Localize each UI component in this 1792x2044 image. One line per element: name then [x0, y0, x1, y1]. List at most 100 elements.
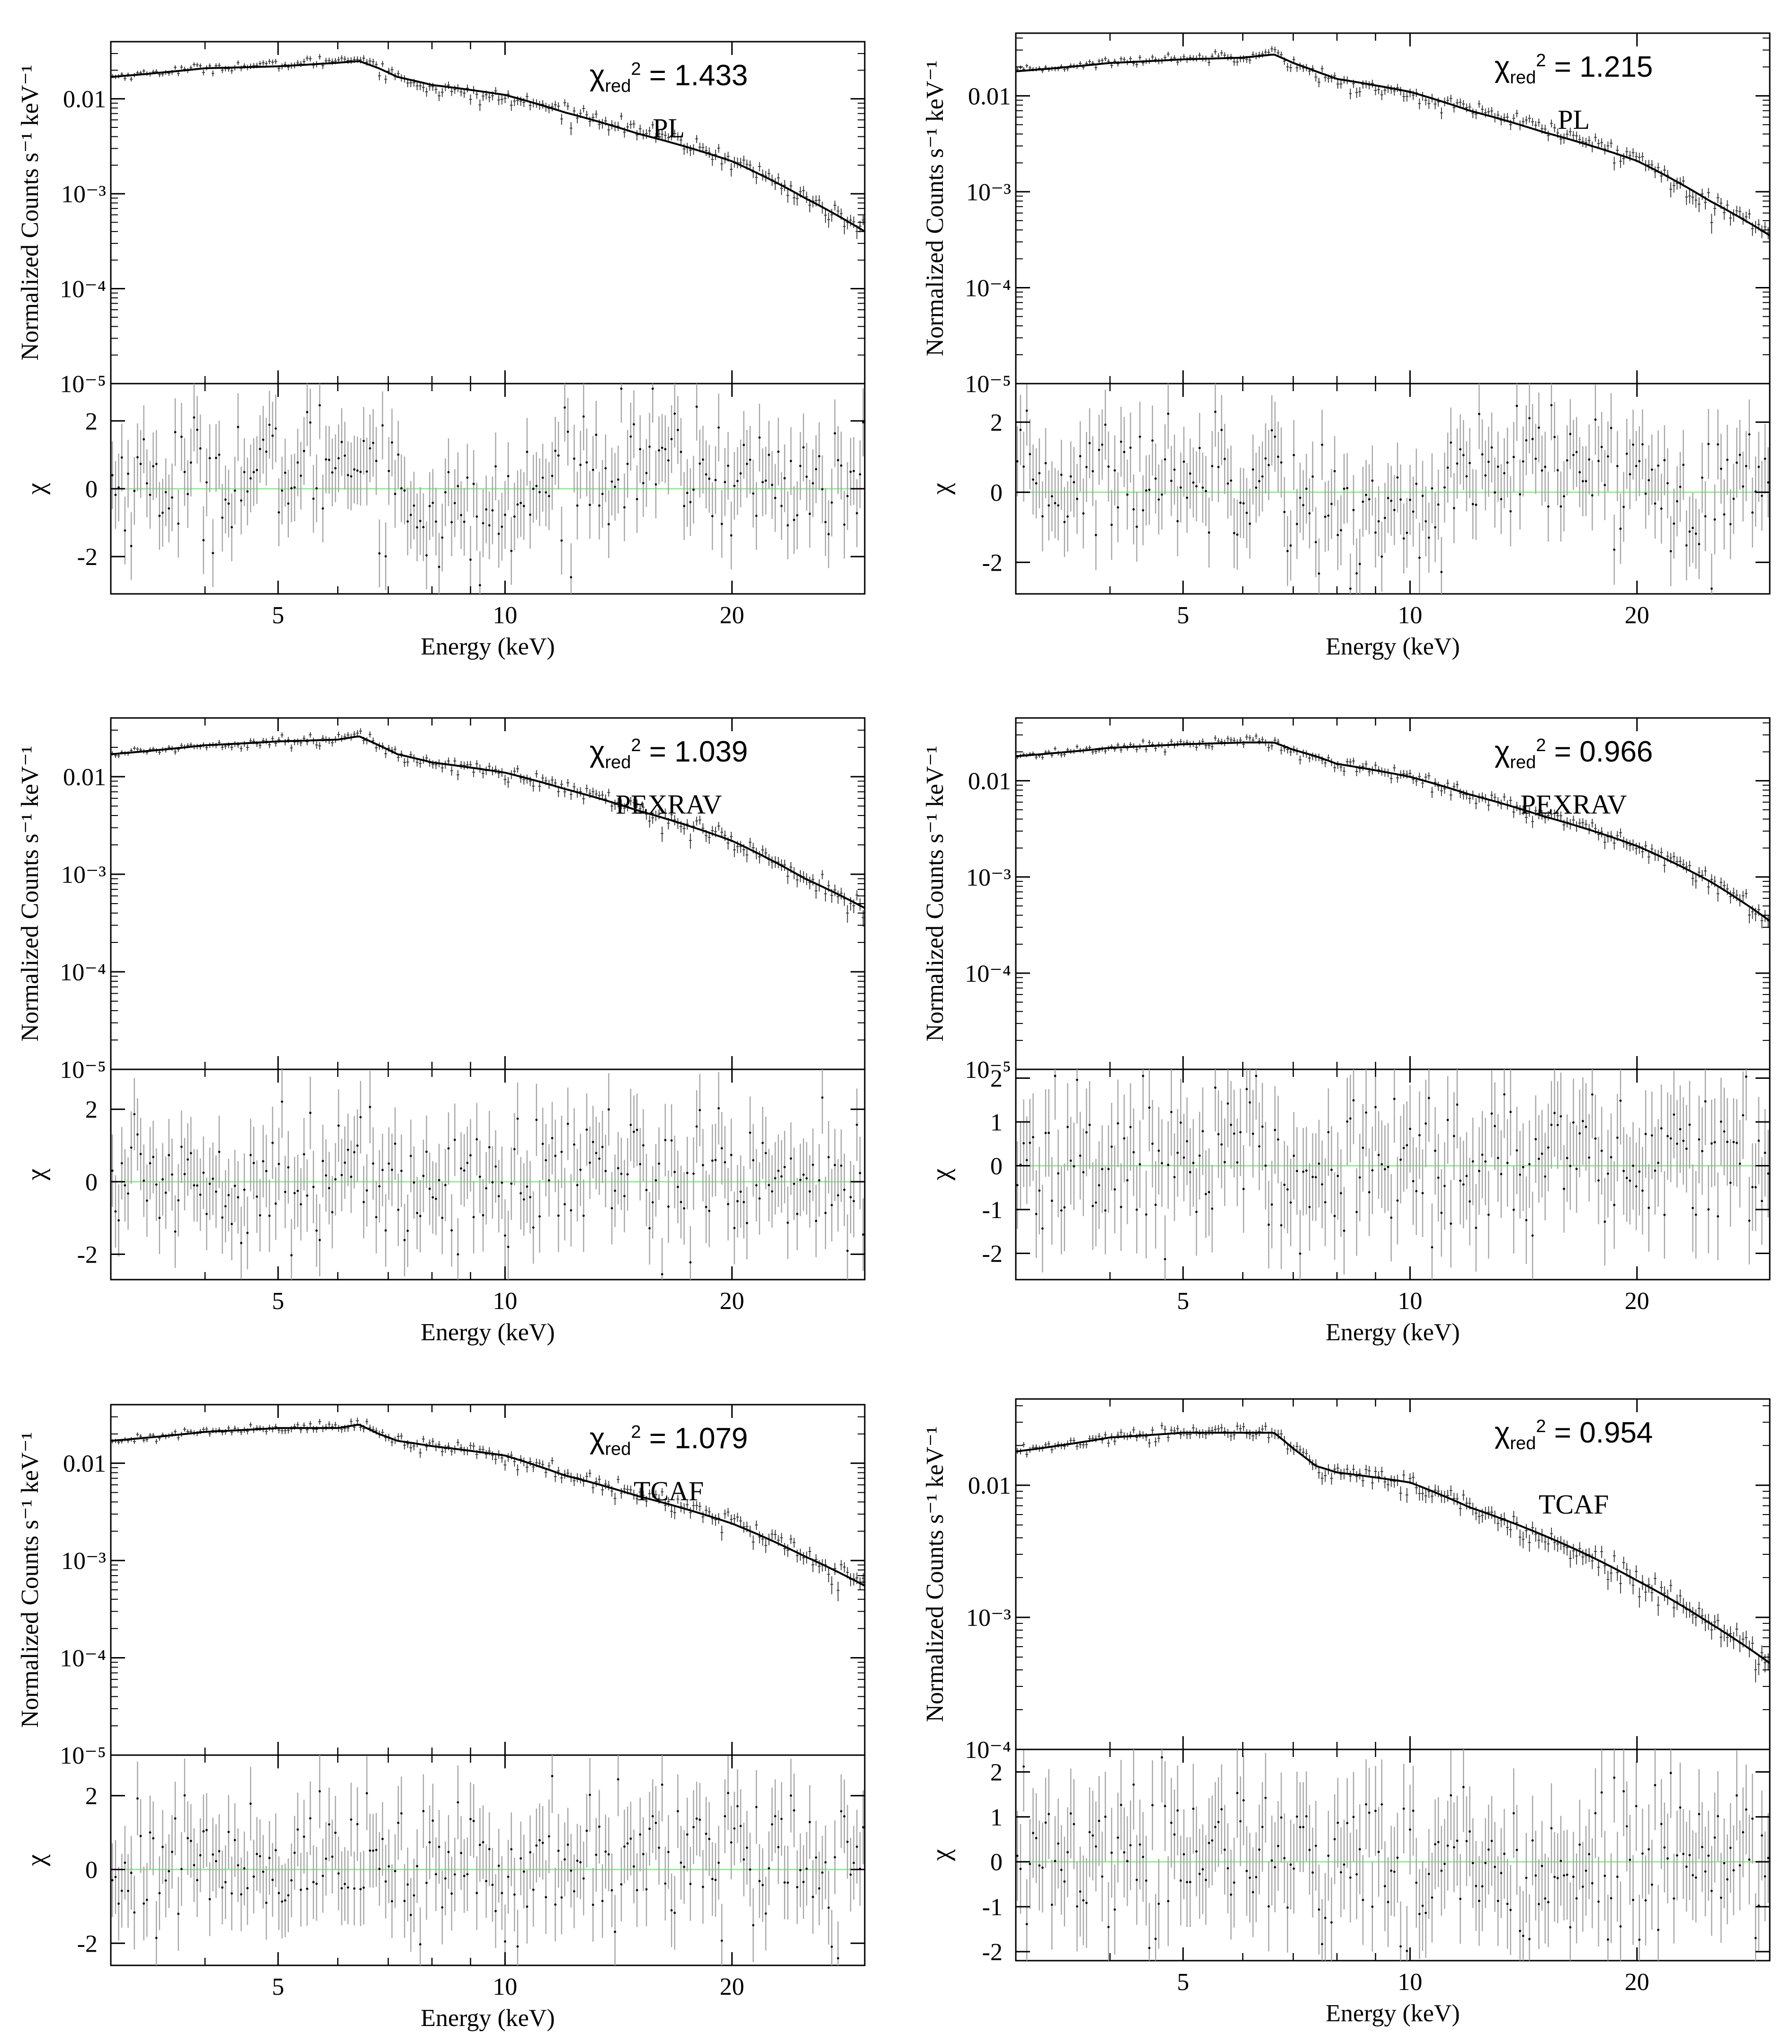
- residual-point: [566, 398, 569, 466]
- residual-point-marker: [412, 504, 415, 507]
- spectrum-point: [676, 132, 680, 141]
- residual-point-marker: [833, 1164, 836, 1166]
- spectrum-point: [663, 808, 667, 818]
- residual-point-marker: [460, 1167, 463, 1170]
- spectrum-point: [1122, 57, 1126, 62]
- residual-point-marker: [589, 503, 591, 506]
- residual-point-marker: [215, 457, 217, 459]
- residual-point: [1434, 492, 1436, 563]
- residual-point: [114, 461, 117, 529]
- spectrum-point: [123, 76, 126, 81]
- residual-point-marker: [1566, 459, 1568, 462]
- residual-point: [604, 434, 607, 502]
- residual-point: [1299, 463, 1301, 533]
- spectrum-point: [1613, 156, 1616, 170]
- residual-point: [431, 1161, 434, 1234]
- residual-point-marker: [385, 1229, 387, 1232]
- residual-point-marker: [444, 491, 447, 493]
- residual-point-marker: [717, 1107, 720, 1110]
- spectrum-point: [438, 91, 441, 101]
- residual-point-marker: [441, 536, 444, 539]
- residual-point-marker: [262, 1160, 265, 1163]
- residual-point: [736, 447, 739, 515]
- residual-point-marker: [482, 1214, 484, 1217]
- residual-point-marker: [1509, 510, 1512, 513]
- spectrum-point: [1726, 200, 1729, 211]
- residual-point: [595, 401, 598, 469]
- residual-point-marker: [1261, 475, 1264, 478]
- residual-point: [808, 1155, 811, 1228]
- residual-point-marker: [431, 1196, 434, 1199]
- residual-point-marker: [1635, 465, 1638, 467]
- spectrum-point: [246, 744, 249, 751]
- residual-point-marker: [1343, 487, 1345, 490]
- residual-point-marker: [1362, 501, 1364, 503]
- residual-point-marker: [1151, 439, 1154, 442]
- spectrum-point: [815, 884, 818, 899]
- residual-point-marker: [717, 426, 720, 429]
- residual-point-marker: [170, 1173, 173, 1176]
- residual-point: [469, 526, 472, 594]
- residual-point-marker: [1616, 465, 1619, 467]
- residual-point-marker: [318, 404, 321, 407]
- residual-point-marker: [1600, 446, 1603, 448]
- residual-point-marker: [513, 1148, 516, 1150]
- residual-point-marker: [840, 464, 842, 467]
- residual-point: [1412, 476, 1415, 547]
- spectrum-point: [1258, 737, 1261, 744]
- residual-point-marker: [111, 1169, 114, 1172]
- residual-point: [554, 417, 557, 485]
- residual-point: [560, 506, 563, 575]
- residual-point-marker: [466, 476, 469, 479]
- residual-point-marker: [686, 1172, 689, 1174]
- residual-point: [1208, 497, 1210, 568]
- residual-point: [1117, 472, 1119, 543]
- residual-point: [324, 1139, 327, 1212]
- residual-point: [1290, 510, 1292, 581]
- residual-point-marker: [237, 1196, 240, 1199]
- spectrum-point: [475, 760, 478, 768]
- residual-point-marker: [623, 1195, 626, 1198]
- spectrum-point: [1550, 119, 1553, 127]
- residual-point-marker: [758, 436, 761, 439]
- residual-point-marker: [447, 471, 450, 474]
- residual-point-marker: [1396, 476, 1399, 479]
- residual-point: [466, 1126, 469, 1199]
- residual-point: [764, 1117, 767, 1190]
- spectrum-point: [453, 757, 457, 765]
- residual-point: [114, 1175, 117, 1248]
- residual-point: [673, 1136, 676, 1209]
- residual-point-marker: [557, 1214, 560, 1217]
- residual-point: [714, 1123, 717, 1196]
- residual-point: [852, 437, 855, 505]
- spectrum-point: [1672, 179, 1676, 193]
- residual-point-marker: [174, 1230, 177, 1233]
- residual-point-marker: [614, 485, 617, 488]
- residual-point-marker: [762, 481, 764, 484]
- residual-point-marker: [1229, 479, 1232, 482]
- residual-point-marker: [1195, 485, 1198, 488]
- residual-point: [243, 1153, 246, 1226]
- residual-point-marker: [607, 523, 610, 526]
- spectrum-point: [833, 200, 836, 211]
- spectrum-point: [287, 737, 290, 743]
- residual-point-marker: [522, 505, 525, 507]
- residual-point-marker: [1402, 537, 1405, 540]
- spectrum-point: [1104, 748, 1107, 754]
- residual-point: [249, 1119, 252, 1192]
- residual-point: [768, 1148, 771, 1221]
- residual-point-marker: [1069, 475, 1072, 478]
- spectrum-point: [199, 63, 202, 69]
- residual-y-tick-label: -2: [77, 1241, 98, 1268]
- spectrum-point: [1226, 735, 1229, 742]
- residual-point-marker: [312, 497, 315, 500]
- spectrum-point: [842, 893, 846, 906]
- residual-point-marker: [1487, 460, 1490, 463]
- residual-point: [617, 446, 619, 514]
- residual-point: [1311, 441, 1314, 512]
- spectrum-point: [1697, 197, 1701, 213]
- residual-point: [714, 446, 717, 514]
- residual-point-marker: [1132, 508, 1135, 511]
- residual-point: [579, 1133, 582, 1206]
- residual-point-marker: [789, 460, 792, 462]
